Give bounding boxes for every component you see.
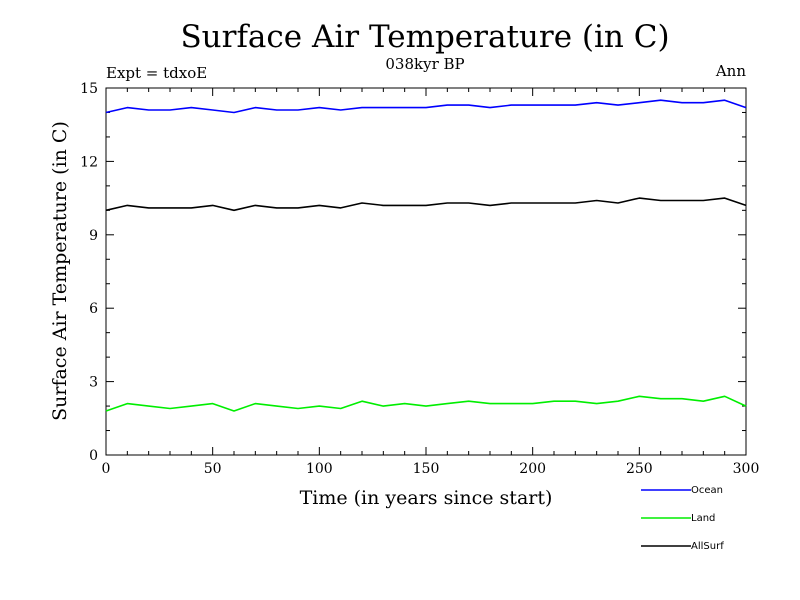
legend-label-ocean: Ocean [691, 485, 723, 496]
season-label: Ann [715, 62, 746, 80]
y-tick-label: 12 [80, 154, 98, 170]
x-tick-label: 100 [306, 461, 333, 477]
x-tick-label: 150 [413, 461, 440, 477]
axis-tick-labels: 0 50 100 150 200 250 300 0 3 6 9 12 15 [80, 81, 759, 477]
legend: Ocean Land AllSurf [641, 485, 724, 552]
y-tick-label: 6 [89, 301, 98, 317]
y-axis-label: Surface Air Temperature (in C) [49, 121, 71, 421]
y-tick-label: 3 [89, 375, 98, 391]
x-tick-label: 200 [519, 461, 546, 477]
y-tick-label: 15 [80, 81, 98, 97]
x-tick-label: 250 [626, 461, 653, 477]
chart-title: Surface Air Temperature (in C) [180, 19, 669, 55]
experiment-label: Expt = tdxoE [106, 64, 207, 82]
legend-label-land: Land [691, 513, 715, 524]
x-tick-label: 50 [204, 461, 222, 477]
legend-label-allsurf: AllSurf [691, 541, 724, 552]
axis-ticks [105, 87, 747, 456]
series-line-land [105, 395, 747, 412]
y-tick-label: 0 [89, 448, 98, 464]
series-layer [105, 99, 747, 412]
y-tick-label: 9 [89, 228, 98, 244]
series-line-ocean [105, 99, 747, 114]
plot-frame [105, 87, 747, 456]
x-axis-label: Time (in years since start) [300, 487, 553, 509]
x-tick-label: 300 [733, 461, 760, 477]
x-tick-label: 0 [102, 461, 111, 477]
period-label: 038kyr BP [385, 55, 464, 73]
series-line-allsurf [105, 197, 747, 212]
